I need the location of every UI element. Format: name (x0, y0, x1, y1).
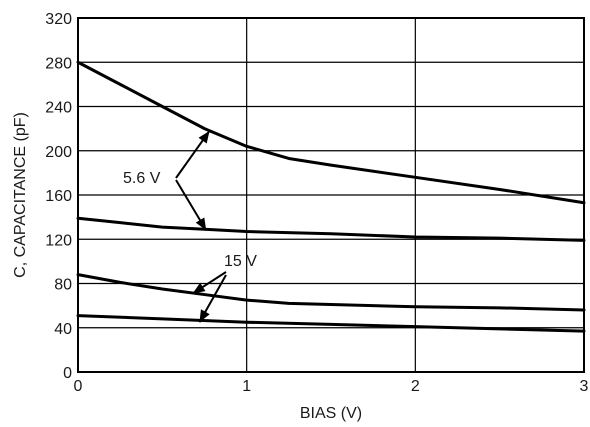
tick-labels: 0 1 2 3 0 40 80 120 160 200 240 280 320 (45, 11, 588, 395)
arrow-5-6v-upper-head (198, 130, 210, 144)
series-line-1 (76, 60, 586, 205)
y-tick-label: 280 (45, 55, 72, 72)
label-15v: 15 V (224, 253, 257, 270)
y-tick-label: 200 (45, 144, 72, 161)
series-line-4 (76, 314, 586, 333)
arrow-15v-lower-head (199, 309, 210, 323)
x-tick-label: 3 (580, 378, 589, 395)
y-tick-label: 320 (45, 11, 72, 28)
plot-border (77, 17, 585, 373)
series-line-2 (76, 216, 586, 242)
x-tick-label: 1 (242, 378, 251, 395)
y-tick-label: 120 (45, 232, 72, 249)
plot-frame (77, 17, 585, 373)
series-line-3 (76, 273, 586, 312)
y-tick-label: 40 (54, 321, 72, 338)
y-axis-title: C, CAPACITANCE (pF) (12, 112, 29, 278)
annotations: 5.6 V 15 V (123, 130, 257, 323)
arrow-15v-upper-head (192, 282, 206, 294)
y-tick-label: 160 (45, 188, 72, 205)
arrow-5-6v-lower-head (195, 217, 207, 231)
y-tick-label: 80 (54, 277, 72, 294)
x-tick-label: 0 (74, 378, 83, 395)
y-tick-label: 0 (63, 365, 72, 382)
x-tick-label: 2 (411, 378, 420, 395)
series-lines (76, 60, 586, 333)
x-axis-title: BIAS (V) (300, 405, 362, 422)
label-5-6v: 5.6 V (123, 170, 161, 187)
y-tick-label: 240 (45, 100, 72, 117)
